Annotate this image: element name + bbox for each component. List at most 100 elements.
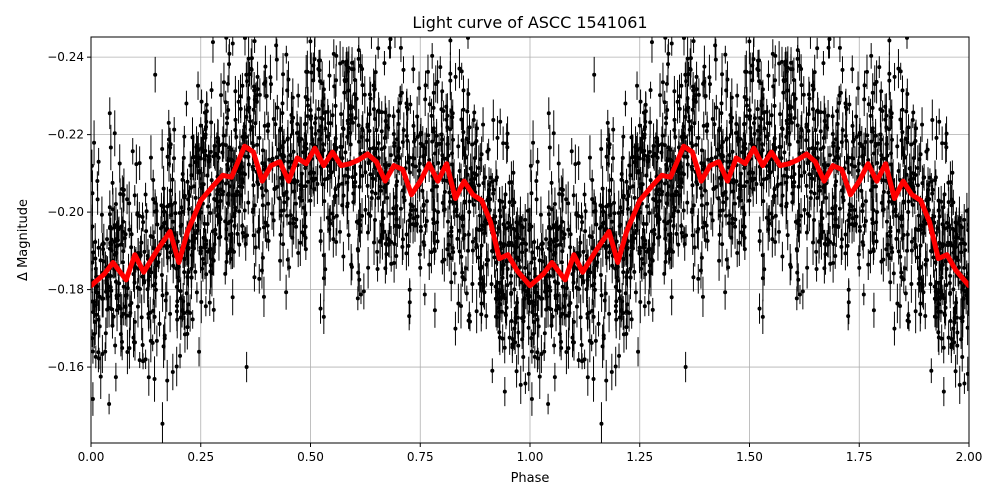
data-point	[405, 134, 409, 138]
data-point	[959, 250, 963, 254]
data-point	[552, 344, 556, 348]
data-point	[354, 2, 358, 6]
data-point	[821, 61, 825, 65]
data-point	[862, 224, 866, 228]
data-point	[955, 233, 959, 237]
data-point	[689, 56, 693, 60]
data-point	[477, 183, 481, 187]
data-point	[808, 97, 812, 101]
data-point	[430, 54, 434, 58]
data-point	[900, 130, 904, 134]
data-point	[956, 258, 960, 262]
data-point	[660, 190, 664, 194]
data-point	[162, 187, 166, 191]
data-point	[712, 122, 716, 126]
data-point	[916, 256, 920, 260]
data-point	[480, 223, 484, 227]
data-point	[872, 231, 876, 235]
data-point	[906, 232, 910, 236]
data-point	[466, 173, 470, 177]
data-point	[621, 156, 625, 160]
y-axis-label: Δ Magnitude	[16, 199, 31, 281]
data-point	[275, 58, 279, 62]
data-point	[273, 122, 277, 126]
data-point	[141, 220, 145, 224]
data-point	[689, 12, 693, 16]
data-point	[911, 203, 915, 207]
data-point	[186, 180, 190, 184]
data-point	[697, 93, 701, 97]
data-point	[263, 65, 267, 69]
data-point	[651, 259, 655, 263]
data-point	[210, 178, 214, 182]
data-point	[671, 214, 675, 218]
data-point	[948, 291, 952, 295]
data-point	[457, 67, 461, 71]
data-point	[904, 109, 908, 113]
data-point	[609, 178, 613, 182]
data-point	[402, 128, 406, 132]
data-point	[848, 208, 852, 212]
data-point	[125, 350, 129, 354]
data-point	[797, 185, 801, 189]
data-point	[479, 312, 483, 316]
data-point	[628, 186, 632, 190]
data-point	[212, 308, 216, 312]
data-point	[158, 322, 162, 326]
data-point	[944, 283, 948, 287]
data-point	[282, 140, 286, 144]
data-point	[361, 128, 365, 132]
data-point	[230, 232, 234, 236]
data-point	[461, 108, 465, 112]
data-point	[850, 67, 854, 71]
data-point	[329, 121, 333, 125]
data-point	[423, 97, 427, 101]
data-point	[691, 275, 695, 279]
data-point	[885, 220, 889, 224]
data-point	[658, 93, 662, 97]
data-point	[490, 282, 494, 286]
data-point	[134, 162, 138, 166]
data-point	[661, 80, 665, 84]
data-point	[430, 140, 434, 144]
data-point	[649, 88, 653, 92]
data-point	[903, 156, 907, 160]
data-point	[364, 208, 368, 212]
data-point	[350, 105, 354, 109]
data-point	[641, 182, 645, 186]
data-point	[670, 295, 674, 299]
data-point	[708, 82, 712, 86]
data-point	[196, 84, 200, 88]
data-point	[362, 289, 366, 293]
data-point	[699, 269, 703, 273]
data-point	[360, 83, 364, 87]
data-point	[240, 177, 244, 181]
data-point	[268, 75, 272, 79]
data-point	[785, 122, 789, 126]
data-point	[185, 291, 189, 295]
data-point	[393, 31, 397, 35]
data-point	[490, 369, 494, 373]
data-point	[102, 242, 106, 246]
data-point	[279, 176, 283, 180]
data-point	[260, 269, 264, 273]
data-point	[506, 221, 510, 225]
data-point	[944, 142, 948, 146]
data-point	[535, 350, 539, 354]
data-point	[261, 193, 265, 197]
data-point	[491, 118, 495, 122]
data-point	[100, 297, 104, 301]
data-point	[530, 397, 534, 401]
data-point	[834, 204, 838, 208]
data-point	[625, 180, 629, 184]
data-point	[701, 5, 705, 9]
data-point	[153, 377, 157, 381]
data-point	[257, 277, 261, 281]
data-point	[726, 265, 730, 269]
data-point	[407, 244, 411, 248]
data-point	[919, 223, 923, 227]
data-point	[95, 179, 99, 183]
data-point	[875, 210, 879, 214]
data-point	[396, 109, 400, 113]
data-point	[601, 187, 605, 191]
